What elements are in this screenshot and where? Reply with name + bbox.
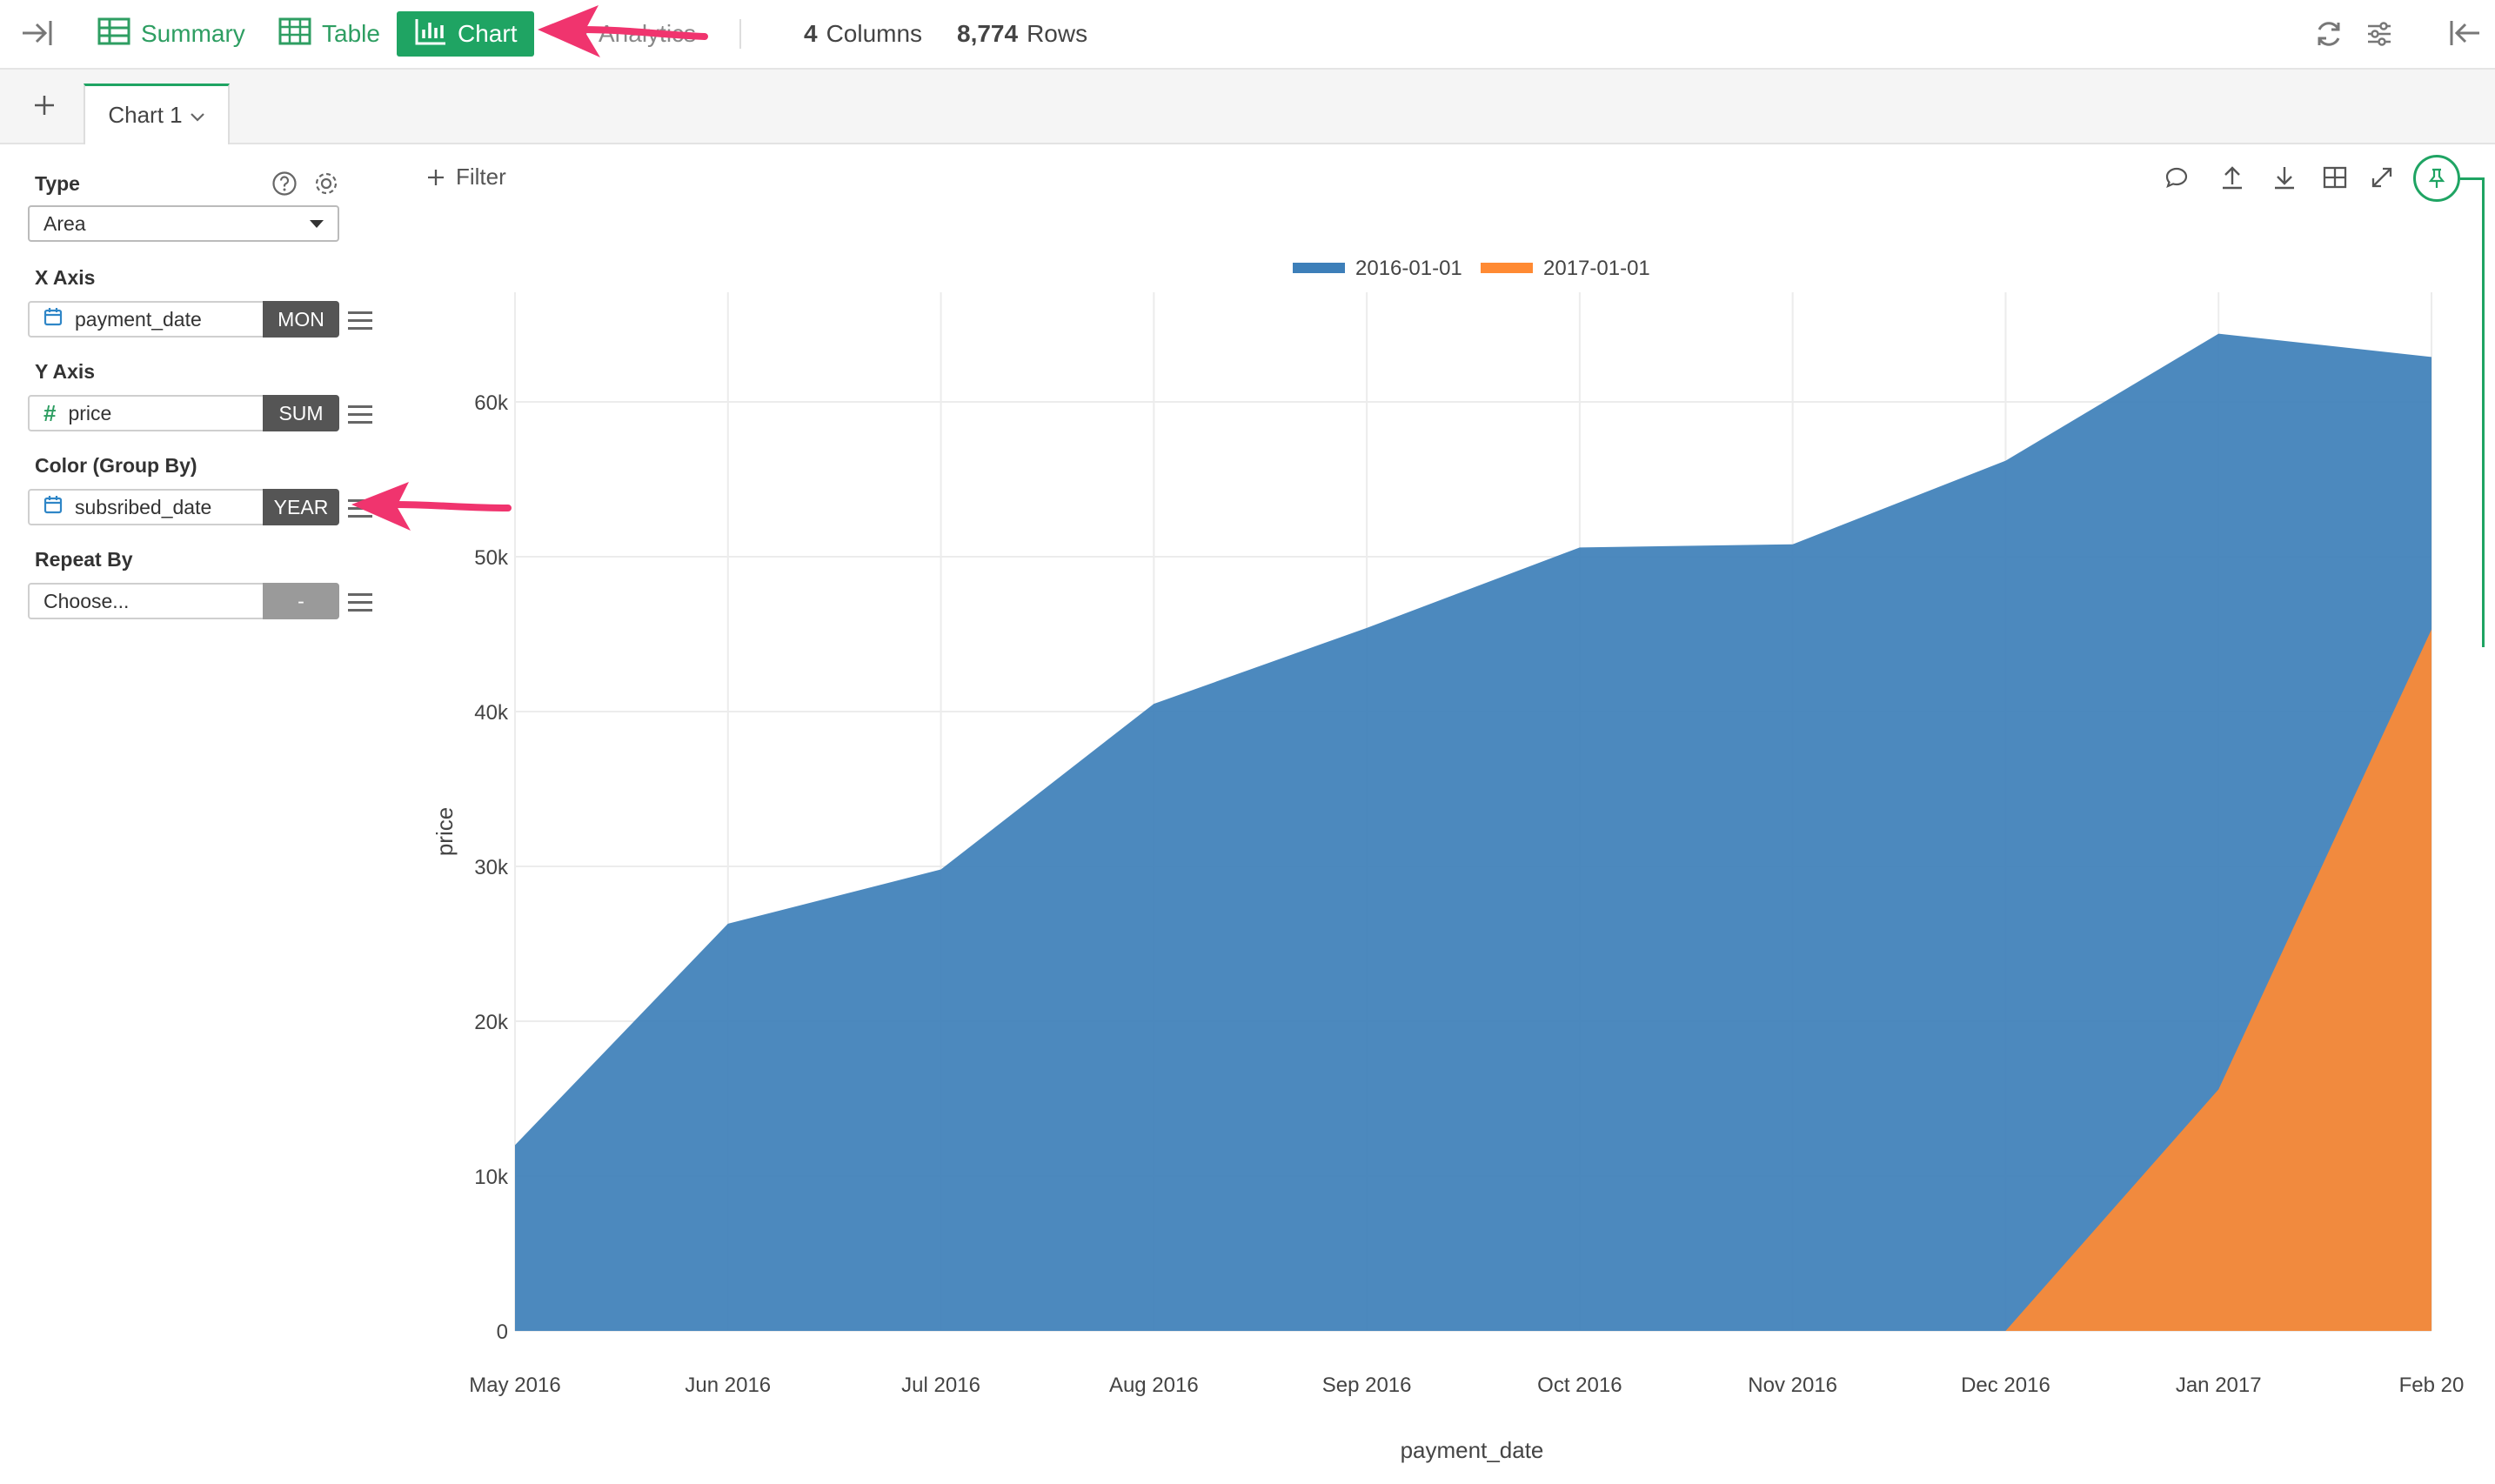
- menu-icon[interactable]: [348, 405, 372, 424]
- chart-legend: 2016-01-01 2017-01-01: [1293, 257, 1650, 280]
- legend-swatch: [1481, 263, 1533, 273]
- plus-icon: [35, 96, 54, 115]
- y-tick-label: 0: [497, 1320, 508, 1344]
- sliders-icon[interactable]: [2365, 19, 2394, 49]
- chart-tab-strip: Chart 1: [0, 70, 2495, 144]
- pin-icon: [2428, 168, 2445, 188]
- columns-count: 4 Columns: [804, 20, 923, 47]
- color-group-title: Color (Group By): [35, 454, 197, 477]
- gear-icon[interactable]: [313, 170, 339, 201]
- y-tick-label: 10k: [474, 1166, 509, 1189]
- area-series-2017-01-01[interactable]: [2005, 629, 2431, 1331]
- legend-label[interactable]: 2017-01-01: [1543, 257, 1650, 280]
- help-icon[interactable]: [271, 170, 298, 201]
- caret-down-icon: [310, 219, 324, 228]
- y-axis-title: price: [431, 807, 458, 856]
- x-tick-label: Sep 2016: [1322, 1374, 1412, 1397]
- x-axis-title: X Axis: [35, 266, 96, 289]
- table-tab[interactable]: Table: [261, 11, 398, 57]
- chart-panel: Filter 0 10k 20k 30k 40k 50k 60k May 2016 Jun 2…: [391, 144, 2495, 1484]
- y-tick-label: 60k: [474, 391, 509, 415]
- refresh-icon[interactable]: [2314, 19, 2344, 49]
- bar-chart-icon: [414, 17, 447, 51]
- annotation-arrow-color: [351, 482, 512, 531]
- chart-tab-title: Chart 1: [108, 102, 183, 128]
- chevron-down-icon[interactable]: [190, 102, 205, 129]
- add-chart-button[interactable]: [33, 90, 56, 122]
- pin-button[interactable]: [2413, 155, 2460, 202]
- repeat-by-title: Repeat By: [35, 548, 133, 571]
- y-tick-label: 40k: [474, 701, 509, 725]
- x-tick-label: Jul 2016: [901, 1374, 980, 1397]
- annotation-arrow-chart: [538, 5, 708, 57]
- type-title: Type: [35, 172, 80, 195]
- color-group-field[interactable]: subsribed_date YEAR: [28, 489, 339, 525]
- color-group-column: subsribed_date: [75, 495, 212, 518]
- legend-swatch: [1293, 263, 1345, 273]
- x-axis-column: payment_date: [75, 307, 202, 331]
- color-group-aggregation[interactable]: YEAR: [263, 489, 339, 525]
- x-tick-label: Oct 2016: [1537, 1374, 1622, 1397]
- top-toolbar: Summary Table Chart Analytics 4 Columns 8…: [0, 0, 2495, 70]
- repeat-by-placeholder: Choose...: [43, 589, 130, 612]
- y-axis-field[interactable]: # price SUM: [28, 395, 339, 431]
- x-axis-ticks: May 2016 Jun 2016 Jul 2016 Aug 2016 Sep 2016…: [469, 1374, 2464, 1397]
- chart-1-tab[interactable]: Chart 1: [84, 84, 230, 144]
- chart-config-panel: Type Area X Axis payment_date MON Y Axis…: [0, 144, 383, 1484]
- comment-icon[interactable]: [2163, 164, 2191, 191]
- x-tick-label: Aug 2016: [1109, 1374, 1199, 1397]
- y-tick-label: 30k: [474, 856, 509, 879]
- download-icon[interactable]: [2271, 164, 2298, 191]
- chart-tab[interactable]: Chart: [397, 11, 535, 57]
- x-tick-label: Dec 2016: [1961, 1374, 2050, 1397]
- x-tick-label: Nov 2016: [1748, 1374, 1837, 1397]
- table-tab-label: Table: [322, 20, 380, 47]
- collapse-left-icon[interactable]: [2446, 17, 2483, 49]
- table-icon: [278, 17, 311, 51]
- menu-icon[interactable]: [348, 311, 372, 331]
- toolbar-divider: [739, 19, 741, 49]
- area-series-2016-01-01[interactable]: [515, 333, 2431, 1332]
- summary-grid-icon: [97, 17, 130, 51]
- x-axis-field[interactable]: payment_date MON: [28, 301, 339, 338]
- area-chart: 0 10k 20k 30k 40k 50k 60k May 2016 Jun 2016 Jul …: [431, 257, 2464, 1463]
- menu-icon[interactable]: [348, 593, 372, 612]
- fullscreen-icon[interactable]: [2368, 164, 2396, 191]
- y-tick-label: 50k: [474, 546, 509, 570]
- pin-connector: [2460, 177, 2485, 647]
- menu-icon[interactable]: [348, 499, 372, 518]
- filter-label: Filter: [456, 164, 506, 190]
- y-axis-column: price: [68, 401, 112, 424]
- x-tick-label: May 2016: [469, 1374, 560, 1397]
- y-axis-ticks: 0 10k 20k 30k 40k 50k 60k: [474, 391, 509, 1344]
- filter-button[interactable]: Filter: [426, 164, 506, 191]
- summary-tab[interactable]: Summary: [80, 11, 263, 57]
- chart-areas: [515, 333, 2431, 1332]
- upload-icon[interactable]: [2218, 164, 2246, 191]
- x-tick-label: Feb 20: [2399, 1374, 2465, 1397]
- repeat-by-aggregation[interactable]: -: [263, 583, 339, 619]
- chart-tab-label: Chart: [458, 20, 518, 47]
- summary-tab-label: Summary: [141, 20, 245, 47]
- chart-type-select[interactable]: Area: [28, 205, 339, 242]
- x-tick-label: Jun 2016: [685, 1374, 771, 1397]
- y-axis-aggregation[interactable]: SUM: [263, 395, 339, 431]
- grid-icon[interactable]: [2321, 164, 2349, 191]
- calendar-icon: [43, 307, 63, 331]
- x-axis-title: payment_date: [1401, 1437, 1544, 1463]
- repeat-by-field[interactable]: Choose... -: [28, 583, 339, 619]
- y-tick-label: 20k: [474, 1011, 509, 1034]
- calendar-icon: [43, 495, 63, 519]
- x-axis-aggregation[interactable]: MON: [263, 301, 339, 338]
- y-axis-title: Y Axis: [35, 360, 96, 383]
- legend-label[interactable]: 2016-01-01: [1355, 257, 1462, 280]
- chart-type-value: Area: [43, 211, 86, 235]
- x-tick-label: Jan 2017: [2176, 1374, 2262, 1397]
- expand-right-icon[interactable]: [19, 17, 56, 49]
- plus-icon: [428, 169, 444, 185]
- hash-icon: #: [43, 399, 57, 426]
- rows-count: 8,774 Rows: [957, 20, 1088, 47]
